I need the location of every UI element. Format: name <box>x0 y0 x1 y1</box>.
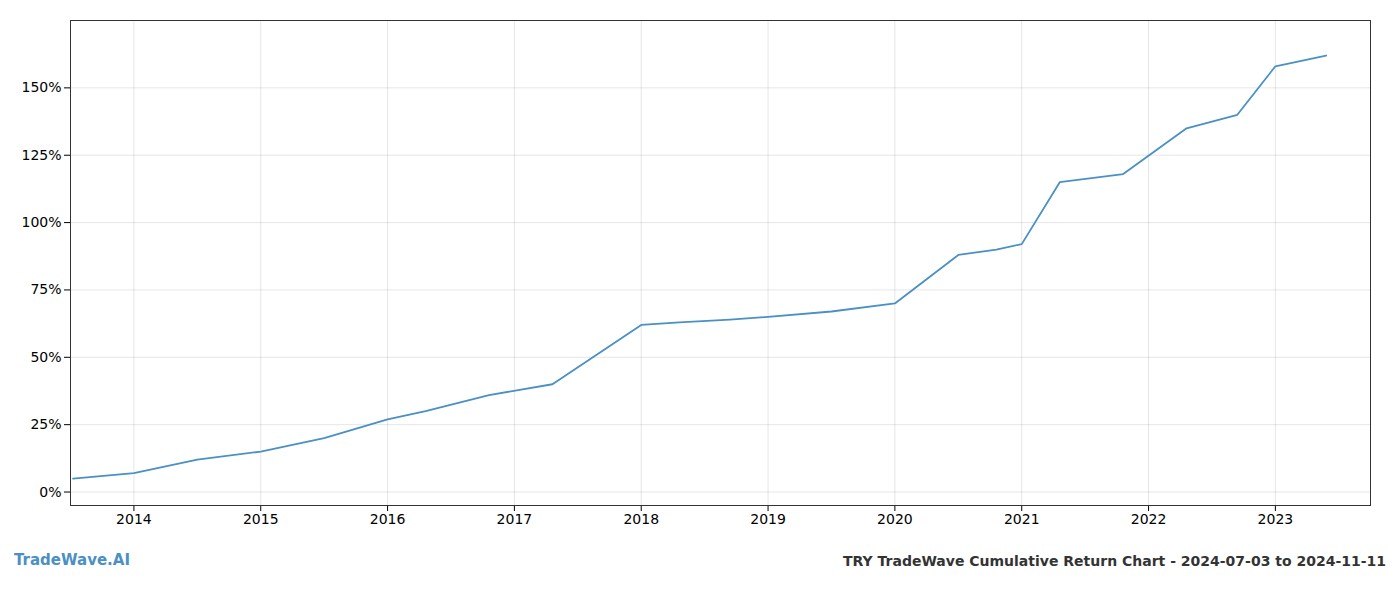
svg-text:2015: 2015 <box>243 511 279 527</box>
svg-text:2016: 2016 <box>370 511 406 527</box>
svg-text:2014: 2014 <box>116 511 152 527</box>
svg-text:100%: 100% <box>21 214 61 230</box>
svg-text:2019: 2019 <box>750 511 786 527</box>
html-text:TradeWave.AI: TradeWave.AI <box>14 551 130 569</box>
svg-text:2021: 2021 <box>1004 511 1040 527</box>
svg-text:2023: 2023 <box>1258 511 1294 527</box>
svg-text:50%: 50% <box>30 349 61 365</box>
svg-text:2017: 2017 <box>497 511 533 527</box>
html-text:TRY TradeWave Cumulative Retur: TRY TradeWave Cumulative Return Chart - … <box>842 553 1386 569</box>
svg-text:0%: 0% <box>39 484 61 500</box>
svg-text:125%: 125% <box>21 147 61 163</box>
svg-text:2020: 2020 <box>877 511 913 527</box>
svg-text:75%: 75% <box>30 281 61 297</box>
svg-text:150%: 150% <box>21 79 61 95</box>
svg-text:2018: 2018 <box>623 511 659 527</box>
svg-text:2022: 2022 <box>1131 511 1167 527</box>
svg-text:25%: 25% <box>30 416 61 432</box>
